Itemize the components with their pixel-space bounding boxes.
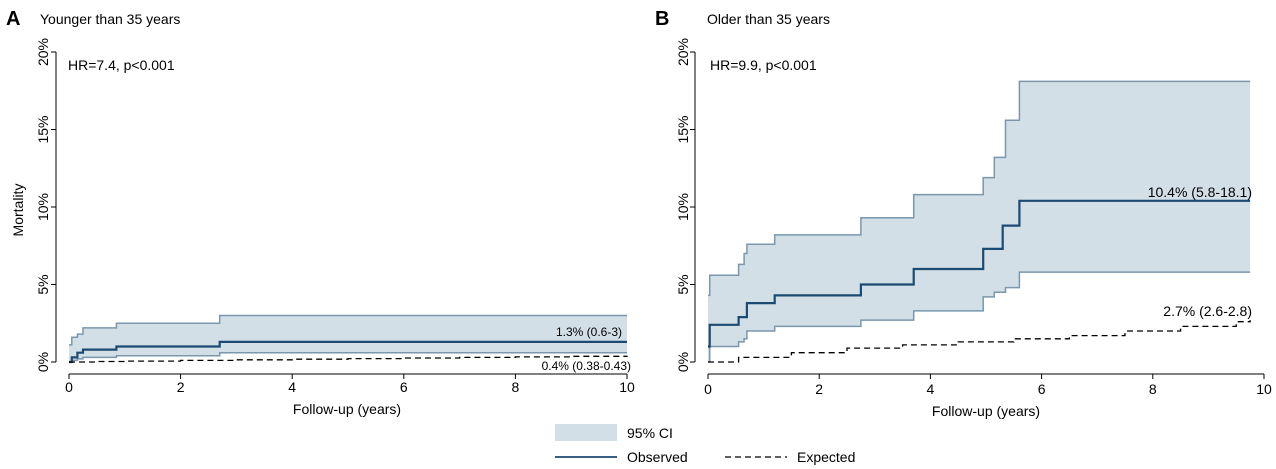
- panel-a-x-axis-label: Follow-up (years): [293, 401, 401, 417]
- panel-a-hr-annotation: HR=7.4, p<0.001: [68, 57, 175, 73]
- panel-a-x-tick-label: 8: [512, 379, 520, 395]
- panel-a-observed-line: [69, 340, 627, 364]
- panel-a-letter: A: [6, 8, 20, 30]
- legend-ci-swatch: [555, 424, 617, 441]
- panel-a-x-tick-label: 0: [65, 379, 73, 395]
- panel-b-x-tick-label: 0: [704, 381, 712, 397]
- panel-a-y-tick-label: 15%: [35, 115, 51, 143]
- panel-a-expected-line: [69, 355, 628, 363]
- panel-b-observed-label: 10.4% (5.8-18.1): [1148, 184, 1252, 200]
- panel-b-ci-band: [708, 81, 1251, 363]
- panel-b-expected-label: 2.7% (2.6-2.8): [1163, 303, 1252, 319]
- panel-b-y-tick-label: 10%: [675, 193, 691, 221]
- panel-a-x-tick-label: 6: [400, 379, 408, 395]
- panel-b-plot: 0% 5% 10% 15% 20% 0 2 4 6 8 10: [675, 38, 1272, 397]
- panel-b-x-tick-label: 4: [927, 381, 935, 397]
- legend: 95% CI Observed Expected: [555, 424, 855, 465]
- panel-a-y-tick-label: 5%: [35, 274, 51, 294]
- panel-a-observed-label: 1.3% (0.6-3): [556, 325, 622, 339]
- legend-expected-label: Expected: [797, 449, 855, 465]
- panel-b-x-tick-label: 6: [1038, 381, 1046, 397]
- panel-b: B Older than 35 years 0% 5% 10% 15% 20% 0 2 4 6 8…: [655, 8, 1272, 419]
- panel-b-x-tick-label: 8: [1149, 381, 1157, 397]
- panel-a-x-tick-label: 4: [288, 379, 296, 395]
- panel-a-ci-band: [69, 315, 627, 362]
- panel-a-title: Younger than 35 years: [40, 11, 180, 27]
- panel-b-y-tick-label: 0%: [675, 352, 691, 372]
- panel-b-y-tick-label: 20%: [675, 38, 691, 66]
- legend-observed-label: Observed: [627, 449, 688, 465]
- panel-a-ci-upper-line: [69, 314, 627, 346]
- panel-b-observed-line: [708, 199, 1251, 348]
- panel-a-x-tick-label: 10: [619, 379, 635, 395]
- panel-a-y-axis-label: Mortality: [10, 184, 26, 237]
- panel-b-ci-lower-line: [708, 271, 1251, 363]
- panel-b-hr-annotation: HR=9.9, p<0.001: [710, 57, 817, 73]
- panel-b-letter: B: [655, 8, 669, 30]
- panel-a: A Younger than 35 years 0% 5% 10% 15% 20% 0 2 4…: [6, 8, 635, 417]
- legend-ci-label: 95% CI: [627, 425, 673, 441]
- panel-b-title: Older than 35 years: [707, 11, 830, 27]
- panel-a-expected-label: 0.4% (0.38-0.43): [542, 359, 631, 373]
- panel-a-y-tick-label: 10%: [35, 193, 51, 221]
- panel-b-x-tick-label: 2: [815, 381, 823, 397]
- panel-a-x-tick-label: 2: [177, 379, 185, 395]
- panel-b-y-tick-label: 5%: [675, 274, 691, 294]
- panel-a-plot: 0% 5% 10% 15% 20% 0 2 4 6 8 10: [35, 38, 635, 395]
- panel-b-x-axis-label: Follow-up (years): [932, 403, 1040, 419]
- panel-a-y-tick-label: 20%: [35, 38, 51, 66]
- panel-a-y-tick-label: 0%: [35, 352, 51, 372]
- panel-b-expected-line: [708, 320, 1251, 363]
- panel-b-x-tick-label: 10: [1256, 381, 1272, 397]
- panel-b-ci-upper-line: [708, 80, 1251, 297]
- panel-b-y-tick-label: 15%: [675, 115, 691, 143]
